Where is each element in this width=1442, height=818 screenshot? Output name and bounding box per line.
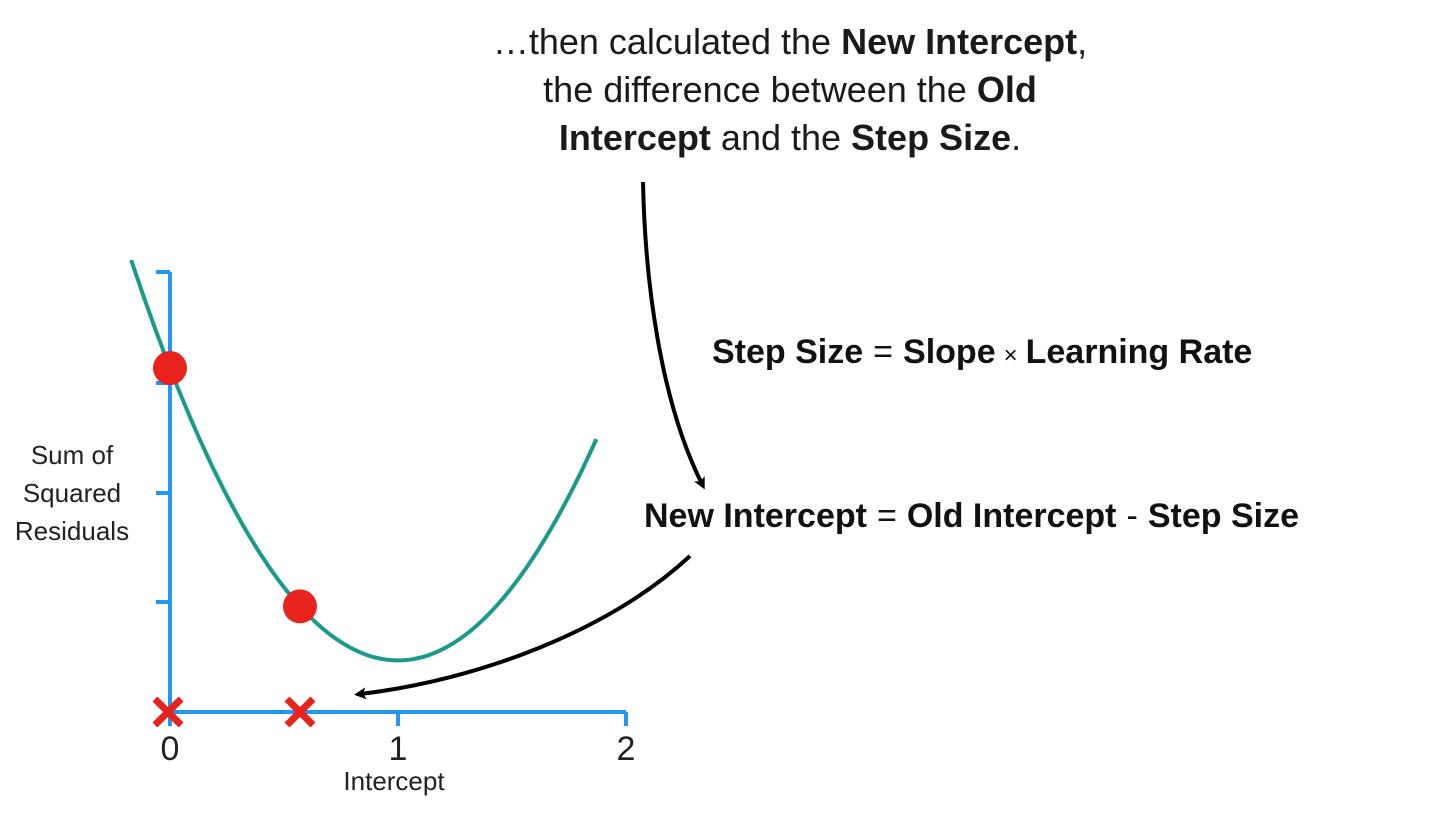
y-axis-label: Sum of Squared Residuals [0, 436, 144, 550]
caption-bold-old: Old [976, 69, 1037, 110]
intercept-x-mark [284, 696, 316, 728]
x-axis-label: Intercept [343, 766, 445, 796]
ssr-point [153, 351, 187, 385]
arrow-caption-to-formula [641, 181, 705, 490]
data-points [153, 351, 317, 624]
formula-equals-2: = [876, 497, 897, 535]
formula-step-size-2: Step Size [1147, 497, 1300, 535]
y-axis-label-line: Squared [22, 478, 122, 508]
formula-new-intercept: New Intercept [644, 497, 867, 535]
new-intercept-formula: New Intercept = Old Intercept - Step Size [644, 497, 1299, 536]
formula-equals: = [873, 333, 894, 371]
caption-and-the: and the [710, 117, 852, 158]
caption-bold-intercept: Intercept [558, 117, 711, 158]
formula-learning-rate: Learning Rate [1025, 333, 1253, 371]
formula-old-intercept: Old Intercept [906, 497, 1117, 535]
y-axis-ticks [156, 270, 170, 604]
caption-period: . [1011, 117, 1022, 158]
intercept-x-mark [152, 696, 184, 728]
caption-text: …then calculated the [492, 21, 842, 62]
ssr-point [282, 589, 317, 624]
formula-times: × [1003, 342, 1018, 369]
x-tick-label: 0 [161, 730, 180, 768]
formula-minus: - [1126, 497, 1138, 535]
formula-slope: Slope [903, 333, 996, 371]
caption: …then calculated the New Intercept, the … [380, 18, 1200, 162]
caption-bold-new-intercept: New Intercept [841, 21, 1078, 62]
step-size-formula: Step Size = Slope × Learning Rate [712, 333, 1252, 372]
x-mark-stroke [152, 696, 184, 728]
x-tick-labels: 0 1 2 [161, 730, 636, 768]
caption-text-line2: the difference between the [543, 69, 977, 110]
ssr-curve [129, 259, 599, 663]
x-mark-stroke [284, 696, 316, 728]
intercept-marks [152, 696, 316, 728]
caption-comma: , [1077, 21, 1088, 62]
x-axis-ticks [168, 712, 628, 726]
caption-bold-step-size: Step Size [851, 117, 1012, 158]
arrow-formula-to-x-mark [354, 554, 692, 700]
formula-step-size: Step Size [712, 333, 864, 371]
x-tick-label: 1 [389, 730, 408, 768]
x-tick-label: 2 [617, 730, 636, 768]
y-axis-label-line: Residuals [14, 516, 130, 546]
y-axis-label-line: Sum of [30, 440, 114, 470]
